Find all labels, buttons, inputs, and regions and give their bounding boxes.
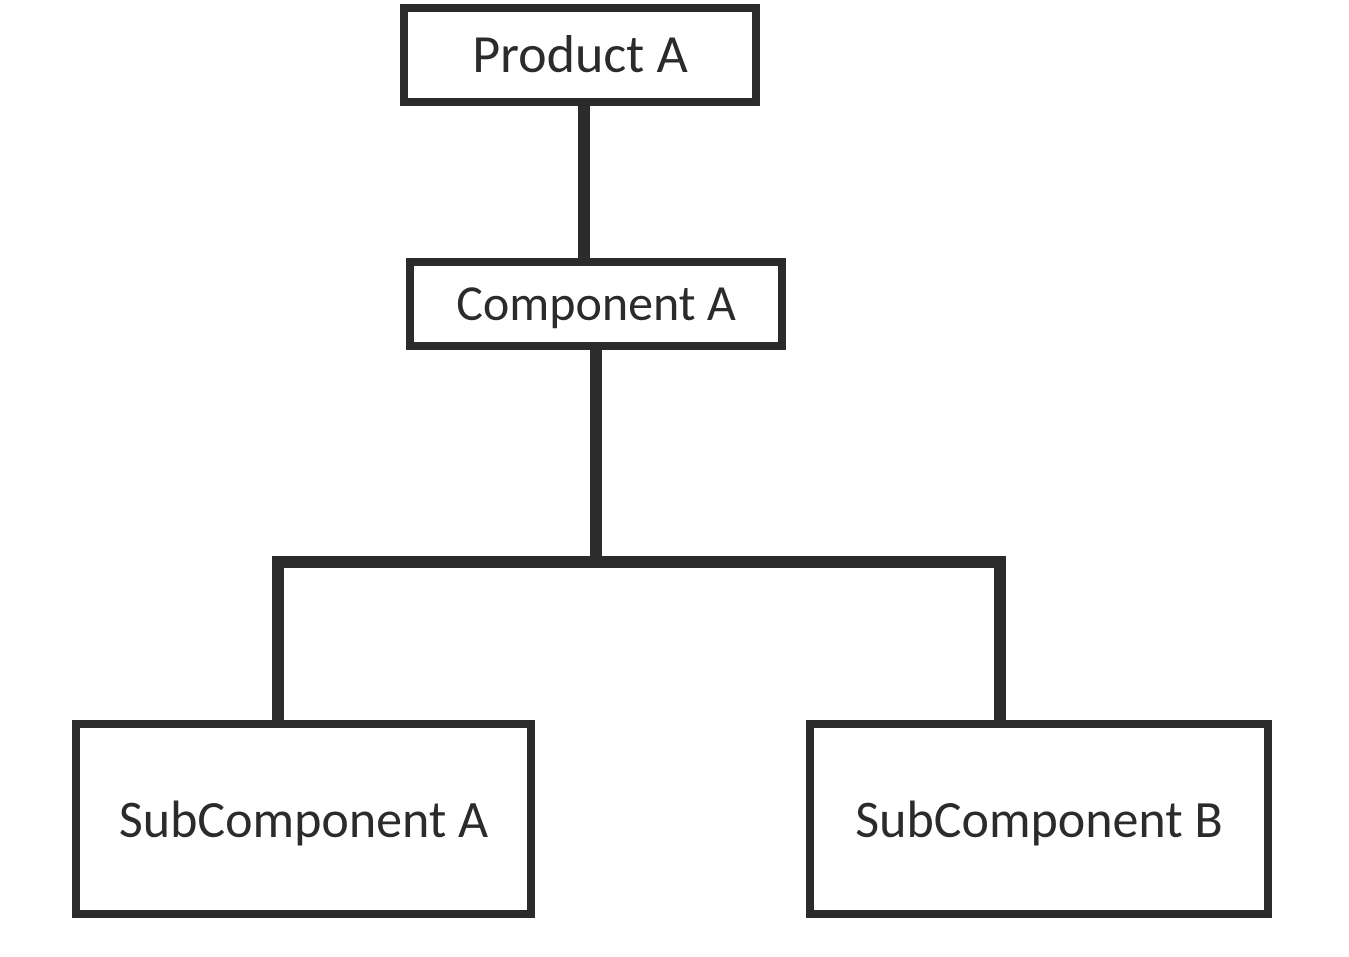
node-product-a: Product A	[400, 4, 760, 106]
edge-branch-to-subcomponent-a	[272, 556, 284, 720]
edge-branch-horizontal	[272, 556, 1006, 568]
node-label: Component A	[456, 273, 736, 336]
node-label: SubComponent B	[855, 787, 1222, 852]
node-label: SubComponent A	[119, 787, 488, 852]
node-component-a: Component A	[406, 258, 786, 350]
node-subcomponent-a: SubComponent A	[72, 720, 535, 918]
edge-component-to-branch	[590, 350, 602, 556]
node-label: Product A	[472, 21, 687, 89]
node-subcomponent-b: SubComponent B	[806, 720, 1272, 918]
edge-product-to-component	[578, 106, 590, 258]
edge-branch-to-subcomponent-b	[994, 556, 1006, 720]
